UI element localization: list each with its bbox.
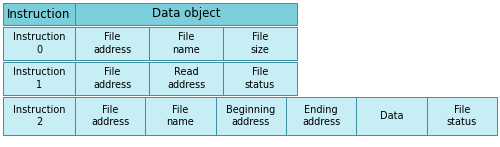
- Bar: [75, 27, 149, 60]
- Text: Instruction: Instruction: [8, 7, 70, 20]
- Bar: [75, 3, 297, 25]
- Bar: [356, 97, 426, 135]
- Text: Ending
address: Ending address: [302, 105, 341, 127]
- Text: Beginning
address: Beginning address: [226, 105, 276, 127]
- Bar: [149, 27, 223, 60]
- Text: File
address: File address: [91, 105, 130, 127]
- Bar: [216, 97, 286, 135]
- Text: Instruction
2: Instruction 2: [13, 105, 65, 127]
- Bar: [223, 62, 297, 95]
- Text: Data: Data: [380, 111, 403, 121]
- Text: Instruction
0: Instruction 0: [13, 32, 65, 55]
- Bar: [3, 27, 75, 60]
- Text: File
name: File name: [172, 32, 200, 55]
- Text: Instruction
1: Instruction 1: [13, 67, 65, 90]
- Bar: [3, 97, 75, 135]
- Text: File
name: File name: [166, 105, 194, 127]
- Bar: [149, 62, 223, 95]
- Bar: [75, 62, 149, 95]
- Text: File
address: File address: [93, 67, 131, 90]
- Bar: [223, 27, 297, 60]
- Bar: [3, 3, 75, 25]
- Text: File
status: File status: [245, 67, 275, 90]
- Text: Read
address: Read address: [167, 67, 205, 90]
- Bar: [3, 62, 75, 95]
- Bar: [426, 97, 497, 135]
- Text: File
size: File size: [250, 32, 270, 55]
- Bar: [146, 97, 216, 135]
- Bar: [286, 97, 356, 135]
- Bar: [75, 97, 146, 135]
- Text: File
status: File status: [446, 105, 477, 127]
- Text: Data object: Data object: [152, 7, 220, 20]
- Text: File
address: File address: [93, 32, 131, 55]
